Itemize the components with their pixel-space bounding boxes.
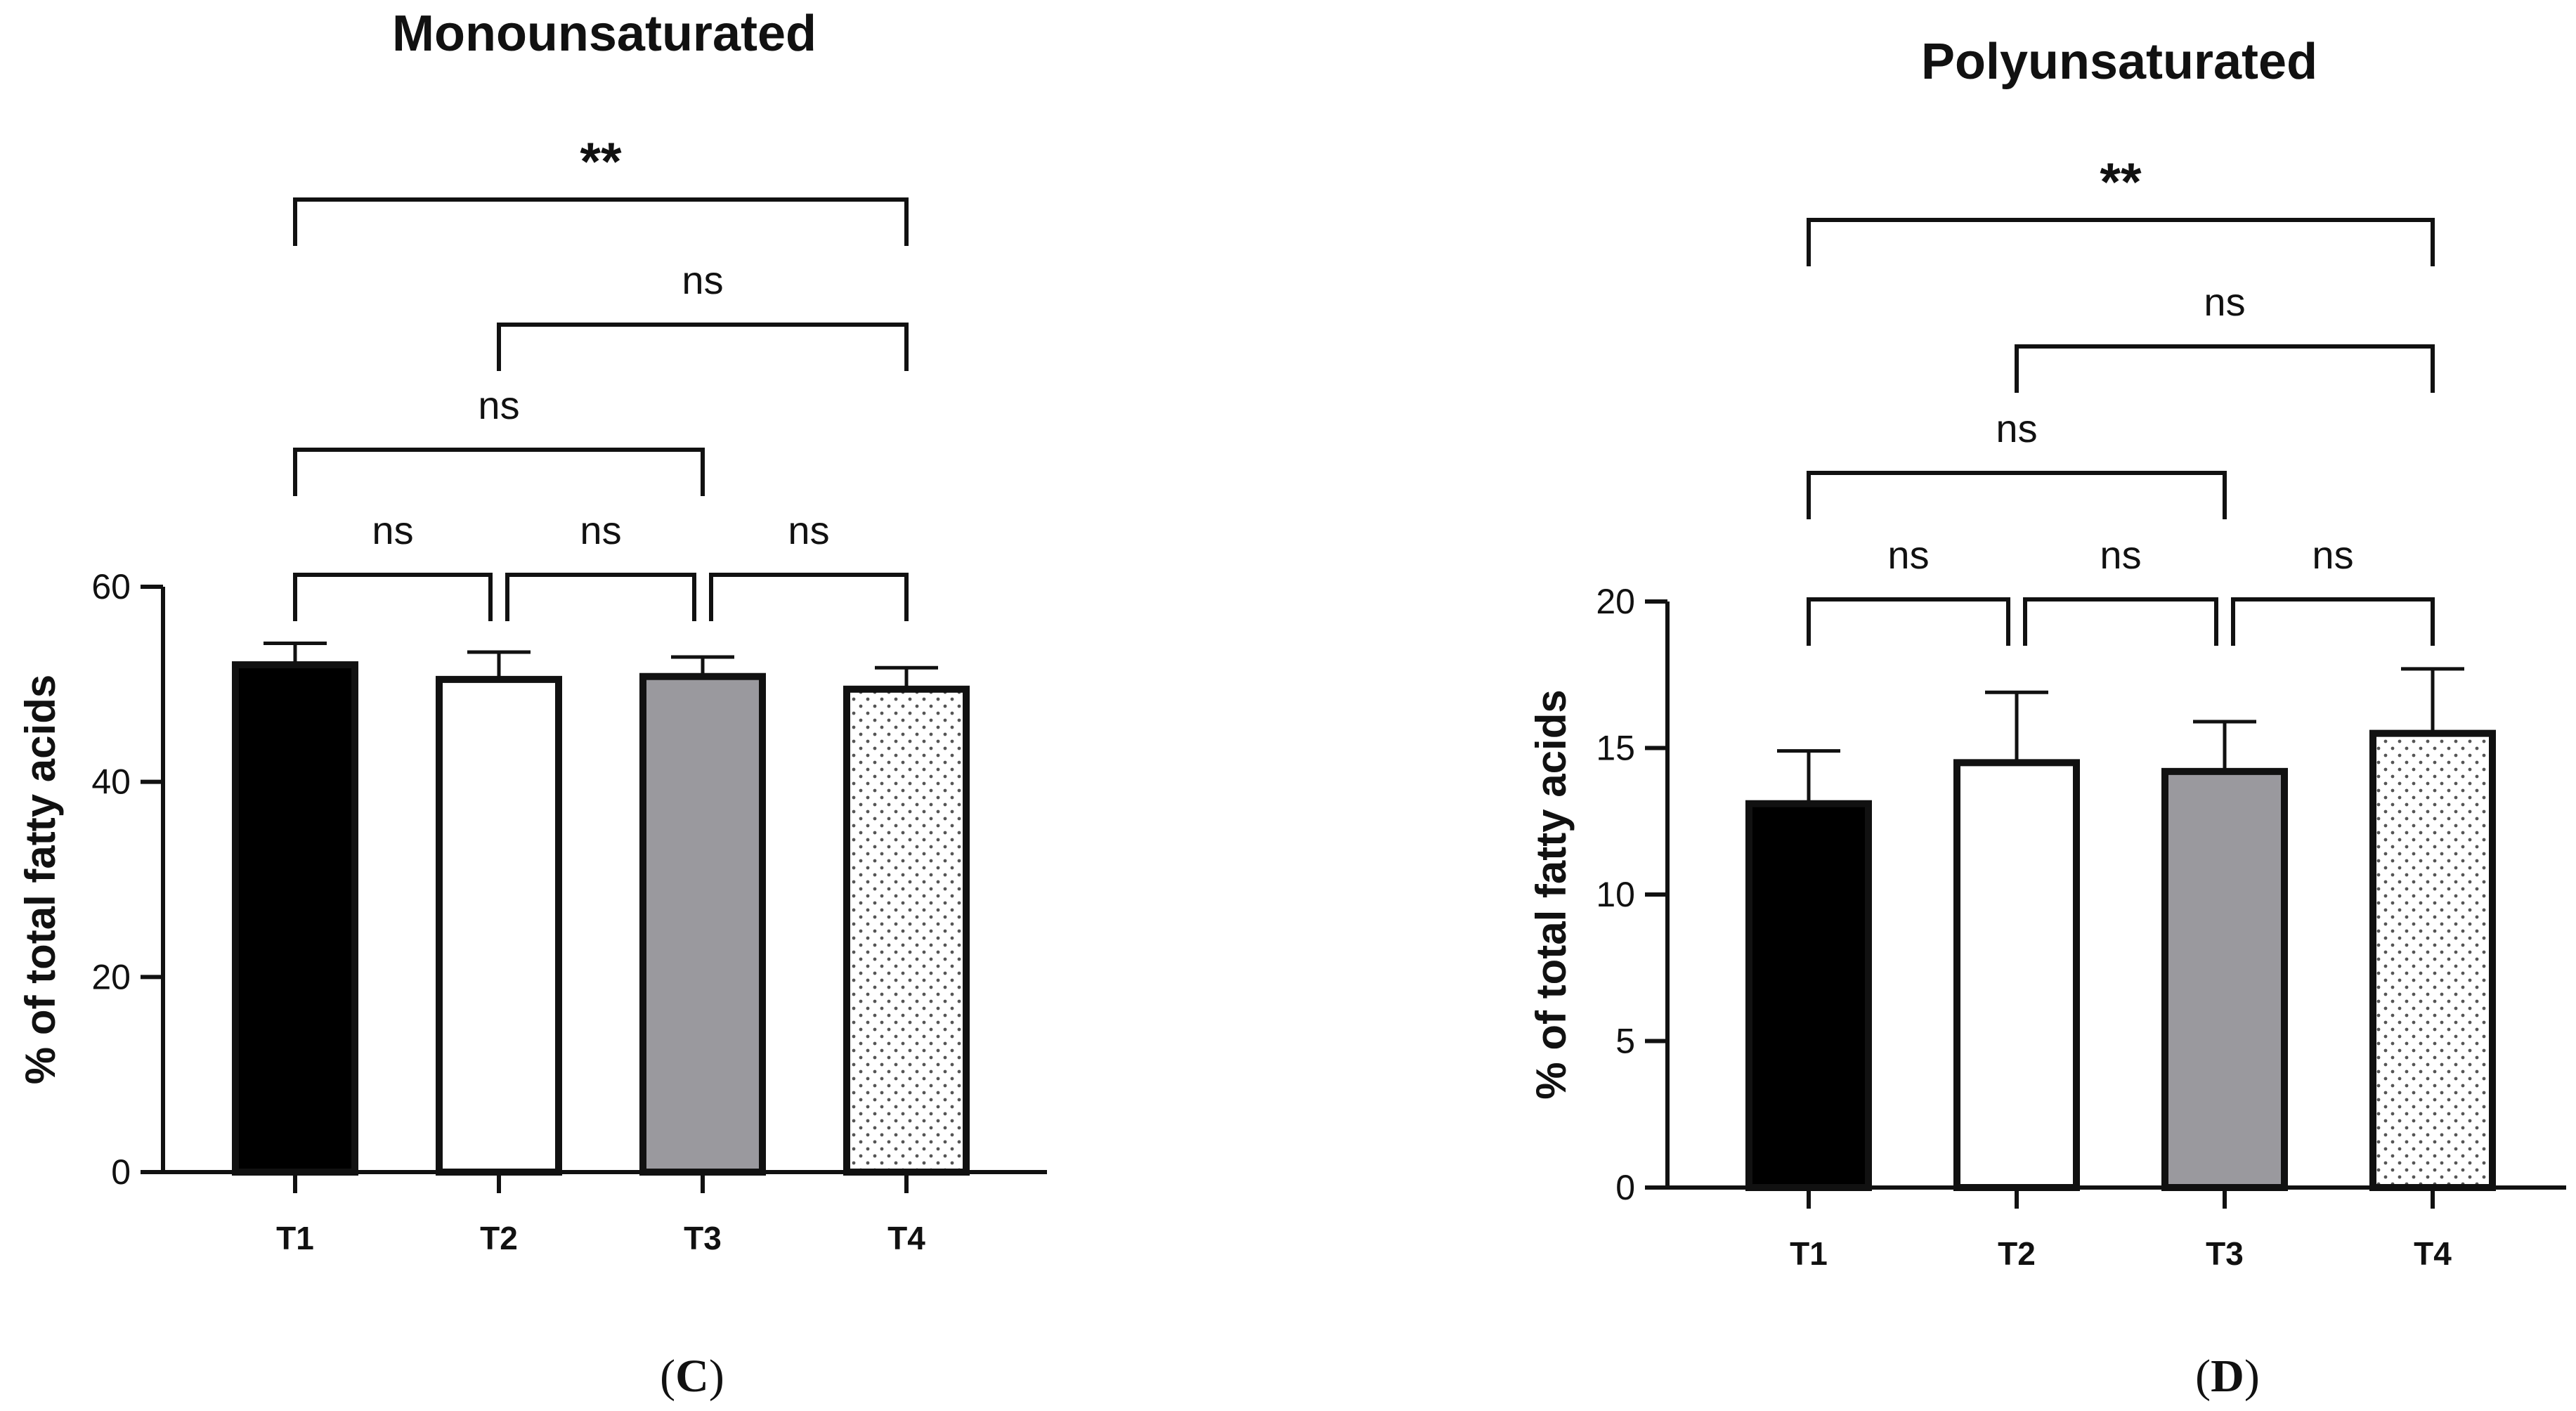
- x-tick-label: T4: [2414, 1235, 2452, 1272]
- y-tick-label: 10: [1596, 875, 1635, 914]
- significance-label: ns: [2100, 533, 2141, 577]
- significance-bracket: [1807, 218, 2435, 266]
- y-tick-label: 60: [91, 567, 131, 606]
- significance-bracket: [293, 448, 705, 496]
- significance-bracket: [2023, 597, 2218, 646]
- y-axis-label: % of total fatty acids: [17, 675, 64, 1084]
- y-axis-label: % of total fatty acids: [1528, 689, 1575, 1099]
- significance-label: ns: [580, 508, 621, 552]
- panel-letter: D: [2211, 1351, 2244, 1402]
- significance-bracket: [2015, 344, 2435, 393]
- significance-bracket: [505, 573, 696, 621]
- chart-title: Monounsaturated: [392, 6, 817, 62]
- panel-label-paren: (: [660, 1351, 675, 1402]
- y-tick-label: 20: [91, 957, 131, 996]
- significance-label: ns: [788, 508, 829, 552]
- y-tick-label: 20: [1596, 582, 1635, 621]
- significance-bracket: [293, 197, 909, 246]
- significance-bracket: [1807, 597, 2010, 646]
- y-tick-label: 15: [1596, 729, 1635, 768]
- bar-t2: [436, 675, 562, 1176]
- panel-label-paren: ): [709, 1351, 724, 1402]
- x-tick-label: T1: [1790, 1235, 1828, 1272]
- significance-label: ns: [372, 508, 413, 552]
- x-tick-label: T3: [2206, 1235, 2244, 1272]
- significance-label: ns: [2312, 533, 2353, 577]
- panel-label-paren: ): [2244, 1351, 2260, 1402]
- significance-label: ns: [2204, 280, 2245, 324]
- significance-label: ns: [1887, 533, 1929, 577]
- significance-bracket: [709, 573, 909, 621]
- bar-t3: [2161, 767, 2288, 1191]
- chart-title: Polyunsaturated: [1921, 34, 2317, 90]
- significance-bracket: [497, 323, 909, 371]
- bar-t4: [843, 685, 970, 1176]
- x-tick-label: T3: [684, 1220, 722, 1256]
- panel-letter: C: [675, 1351, 709, 1402]
- x-tick-label: T4: [887, 1220, 925, 1256]
- significance-bracket: [293, 573, 493, 621]
- bar-t1: [1745, 800, 1872, 1191]
- x-tick-label: T2: [1998, 1235, 2036, 1272]
- y-tick-label: 0: [1615, 1168, 1635, 1207]
- x-tick-label: T1: [276, 1220, 314, 1256]
- y-tick-label: 5: [1615, 1022, 1635, 1061]
- panel-label-paren: (: [2195, 1351, 2211, 1402]
- significance-label: ns: [478, 383, 519, 427]
- significance-label: **: [580, 132, 622, 192]
- significance-label: **: [2100, 152, 2142, 212]
- bar-t2: [1953, 759, 2080, 1191]
- x-tick-label: T2: [480, 1220, 518, 1256]
- bar-t4: [2369, 729, 2496, 1191]
- significance-bracket: [1807, 471, 2227, 519]
- chart-panel-d: Polyunsaturated % of total fatty acids 0 5 1…: [1528, 34, 2566, 1402]
- significance-label: ns: [682, 258, 723, 302]
- significance-label: ns: [1996, 406, 2037, 450]
- significance-bracket: [2231, 597, 2435, 646]
- panel-label: (C): [660, 1351, 724, 1402]
- y-tick-label: 0: [111, 1152, 131, 1192]
- bar-t1: [232, 661, 358, 1176]
- chart-panel-c: Monounsaturated % of total fatty acids 0 20…: [17, 6, 1047, 1402]
- bar-t3: [639, 672, 766, 1176]
- panel-label: (D): [2195, 1351, 2260, 1402]
- y-tick-label: 40: [91, 762, 131, 802]
